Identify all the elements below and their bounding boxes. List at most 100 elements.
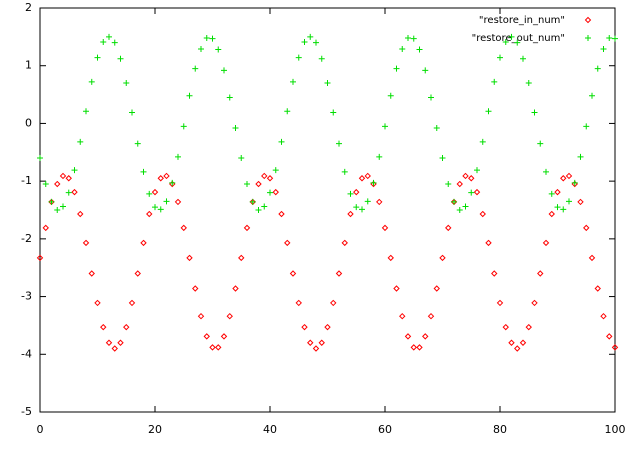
point bbox=[266, 175, 274, 182]
point bbox=[514, 39, 521, 46]
point bbox=[129, 109, 135, 116]
point bbox=[583, 123, 590, 130]
point bbox=[428, 94, 434, 101]
point bbox=[175, 153, 181, 160]
point bbox=[272, 167, 279, 174]
point bbox=[519, 339, 527, 346]
point bbox=[77, 210, 84, 218]
point bbox=[531, 109, 538, 116]
point bbox=[491, 270, 498, 277]
point bbox=[410, 344, 417, 351]
point bbox=[203, 35, 210, 42]
point bbox=[542, 239, 550, 247]
point bbox=[393, 65, 400, 72]
point bbox=[427, 312, 435, 320]
point bbox=[146, 210, 153, 218]
point bbox=[479, 138, 486, 145]
point bbox=[140, 168, 147, 175]
point bbox=[583, 224, 590, 232]
point bbox=[600, 312, 607, 320]
point bbox=[267, 189, 273, 196]
point bbox=[353, 188, 360, 196]
point bbox=[462, 172, 469, 180]
point bbox=[445, 181, 452, 188]
point bbox=[65, 175, 72, 182]
point bbox=[37, 155, 43, 162]
point bbox=[416, 344, 423, 351]
point bbox=[496, 299, 504, 307]
point bbox=[209, 35, 216, 42]
y-tick-label: 1 bbox=[25, 59, 32, 72]
point bbox=[83, 108, 89, 115]
point bbox=[554, 204, 561, 211]
point bbox=[479, 210, 486, 218]
point bbox=[48, 198, 55, 205]
point bbox=[462, 203, 469, 210]
point bbox=[341, 168, 348, 175]
point bbox=[364, 198, 371, 205]
point bbox=[272, 188, 279, 196]
point bbox=[439, 155, 446, 162]
point bbox=[468, 189, 475, 196]
point bbox=[531, 299, 538, 307]
point bbox=[330, 299, 337, 307]
point bbox=[433, 285, 440, 292]
point bbox=[508, 33, 515, 40]
point bbox=[606, 333, 613, 340]
point bbox=[485, 239, 492, 247]
point bbox=[560, 206, 567, 213]
point bbox=[215, 344, 222, 351]
point bbox=[382, 123, 388, 130]
point bbox=[117, 339, 124, 346]
legend-label: "restore_out_num" bbox=[472, 33, 565, 44]
point bbox=[318, 339, 325, 346]
point bbox=[198, 45, 204, 52]
point bbox=[612, 35, 618, 42]
point bbox=[422, 333, 429, 340]
point bbox=[111, 39, 118, 46]
point bbox=[261, 203, 268, 210]
point bbox=[497, 54, 503, 61]
point bbox=[88, 78, 95, 85]
point bbox=[278, 210, 285, 218]
point bbox=[324, 80, 331, 87]
point bbox=[71, 167, 78, 174]
point bbox=[60, 203, 66, 210]
point bbox=[163, 198, 170, 205]
point bbox=[594, 65, 601, 72]
point bbox=[611, 344, 619, 351]
point bbox=[537, 140, 544, 147]
point bbox=[226, 94, 233, 101]
point bbox=[502, 39, 509, 46]
point bbox=[226, 312, 233, 320]
legend-marker bbox=[584, 16, 592, 24]
point bbox=[312, 345, 320, 352]
point bbox=[370, 179, 377, 186]
point bbox=[284, 108, 291, 115]
x-tick-label: 100 bbox=[605, 423, 626, 436]
point bbox=[307, 33, 314, 40]
x-tick-label: 40 bbox=[263, 423, 277, 436]
point bbox=[456, 180, 463, 188]
x-tick-label: 0 bbox=[37, 423, 44, 436]
point bbox=[238, 155, 245, 162]
point bbox=[520, 55, 526, 62]
point bbox=[376, 198, 383, 206]
point bbox=[157, 175, 164, 182]
point bbox=[100, 39, 107, 46]
point bbox=[249, 198, 256, 205]
point bbox=[485, 108, 492, 115]
point bbox=[221, 67, 227, 74]
point bbox=[359, 206, 365, 213]
point bbox=[324, 323, 331, 331]
point bbox=[554, 188, 561, 196]
point bbox=[537, 270, 544, 277]
y-tick-label: 0 bbox=[25, 116, 32, 129]
point bbox=[82, 239, 90, 247]
y-tick-label: -3 bbox=[21, 290, 32, 303]
point bbox=[405, 35, 411, 42]
point bbox=[589, 92, 595, 99]
point bbox=[54, 207, 61, 213]
point bbox=[474, 167, 480, 174]
